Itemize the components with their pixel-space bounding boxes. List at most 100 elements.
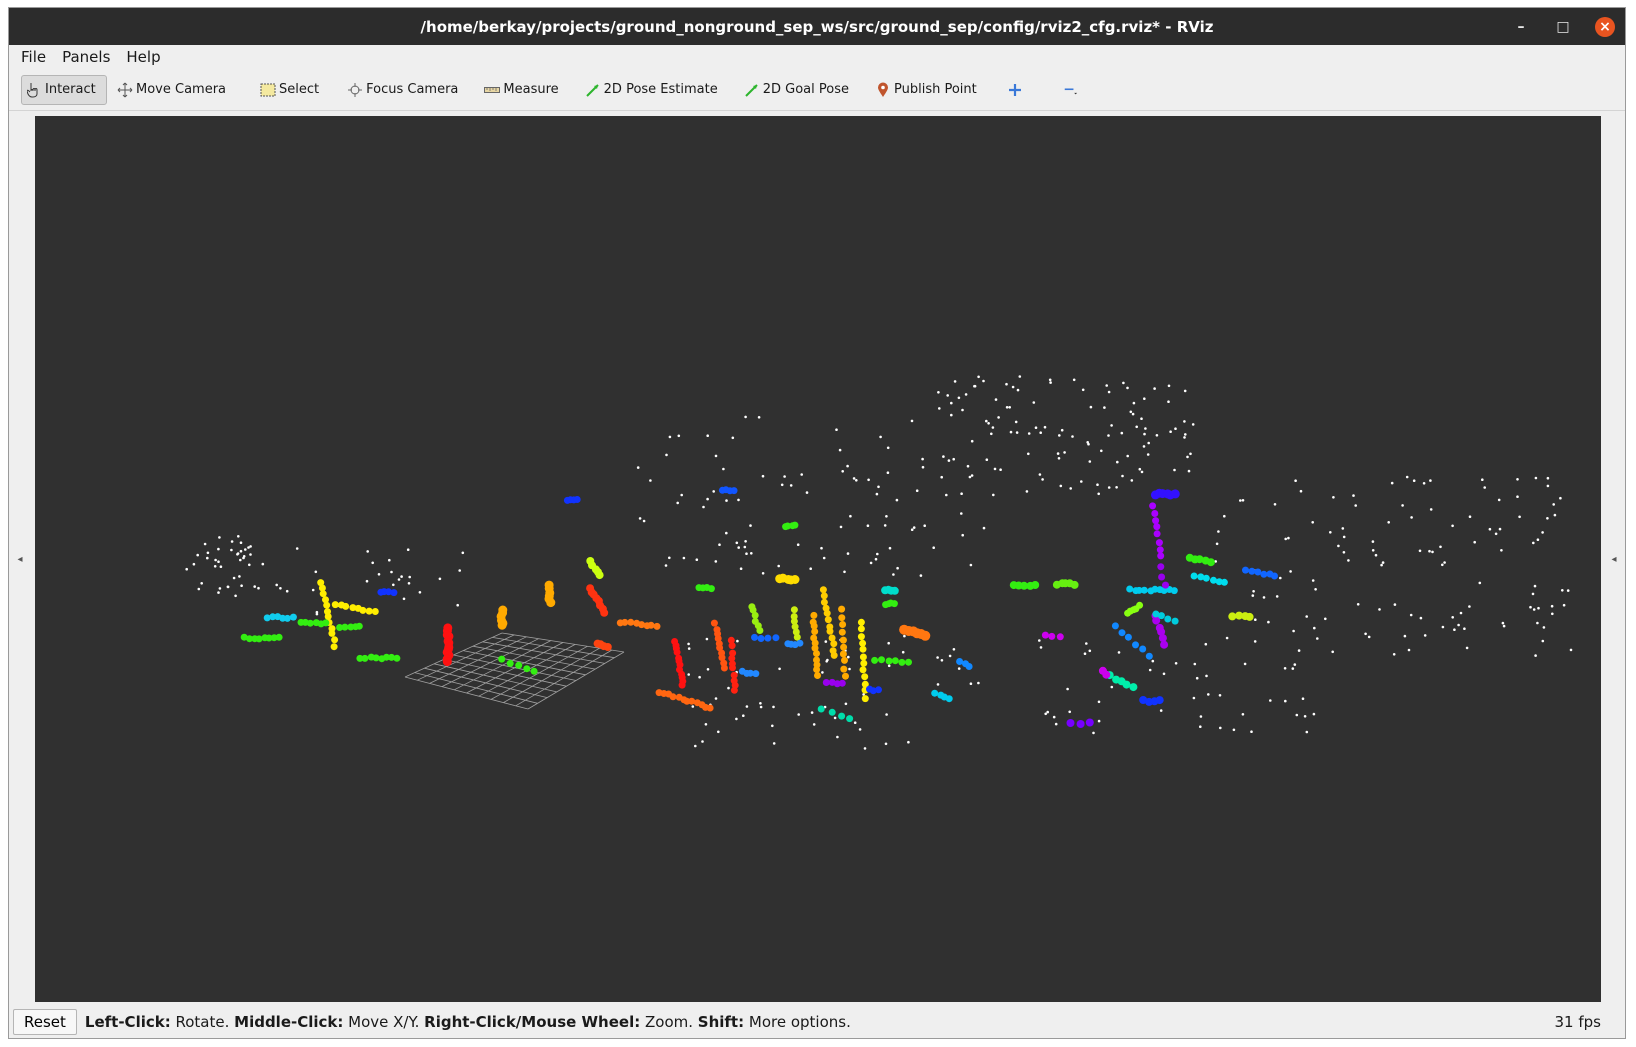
ground-point [1457,623,1460,627]
ground-point [1419,616,1423,620]
publish-point-tool-button[interactable]: Publish Point [871,75,987,105]
ground-point [1011,385,1015,389]
nonground-point [1118,629,1126,637]
ground-point [789,484,793,487]
ground-point [838,448,842,452]
goal-pose-tool-button[interactable]: 2D Goal Pose [740,75,859,105]
ground-point [1215,542,1219,546]
ground-point [1534,476,1538,480]
ground-point [1500,549,1503,552]
ground-point [238,575,241,578]
ground-point [821,671,824,674]
ground-point [1410,516,1413,519]
pose-estimate-tool-button[interactable]: 2D Pose Estimate [581,75,728,105]
ground-point [1027,452,1030,456]
nonground-point [1076,720,1085,728]
add-tool-button[interactable] [993,75,1040,105]
ground-point [1060,428,1064,432]
ground-point [1459,611,1463,615]
ground-point [847,655,850,659]
nonground-point [728,642,736,650]
nonground-point [1158,573,1166,581]
select-tool-button[interactable]: Select [256,75,329,105]
ground-point [1468,515,1472,518]
nonground-point [730,487,738,495]
menu-help[interactable]: Help [126,48,161,66]
ground-point [1219,726,1222,730]
menu-file[interactable]: File [21,48,47,66]
ground-point [844,702,848,706]
nonground-point [885,657,893,665]
ground-point [687,647,691,650]
nonground-point [289,613,297,621]
ground-point [772,742,776,745]
ground-point [706,668,710,671]
nonground-point [1111,622,1119,630]
ground-point [1390,481,1394,485]
ground-point [196,553,199,557]
ground-point [901,650,905,654]
nonground-point [1145,652,1153,660]
ground-point [982,526,986,530]
move-camera-tool-button[interactable]: Move Camera [113,75,236,105]
ground-point [1044,712,1047,716]
remove-tool-button[interactable] [1050,75,1097,105]
ground-point [702,505,705,509]
ground-point [218,536,221,539]
ground-point [875,492,879,496]
nonground-point [1139,645,1147,653]
ground-point [247,546,250,549]
ground-point [237,535,240,538]
ground-point [1218,694,1222,697]
ground-point [744,415,747,419]
maximize-button[interactable]: □ [1556,18,1570,35]
ground-point [1331,650,1334,654]
nonground-point [830,651,838,659]
nonground-point [1020,581,1029,590]
nonground-point [393,654,401,662]
nonground-point [246,635,253,643]
ground-point [743,545,747,549]
ground-point [1063,451,1066,454]
ground-point [1253,640,1257,643]
nonground-point [330,643,338,651]
ground-point [1155,434,1159,437]
ground-point [1269,699,1272,702]
ground-point [1120,431,1124,435]
mouse-hint: Left-Click: Rotate. Middle-Click: Move X… [85,1013,851,1031]
ground-point [1501,621,1505,625]
right-panel-toggle[interactable]: ◂ [1603,114,1625,1004]
ground-point [206,551,210,555]
interact-tool-button[interactable]: Interact [21,74,107,105]
measure-tool-button[interactable]: Measure [480,75,568,105]
ground-point [1167,400,1170,404]
title-bar[interactable]: /home/berkay/projects/ground_nonground_s… [9,8,1625,45]
ground-point [936,683,940,686]
nonground-point [838,628,846,636]
left-panel-toggle[interactable]: ◂ [9,114,31,1004]
nonground-point [728,654,736,662]
ground-point [1287,536,1290,540]
menu-panels[interactable]: Panels [62,48,111,66]
close-button[interactable]: × [1595,16,1615,37]
reset-button[interactable]: Reset [13,1009,77,1035]
nonground-point [875,686,882,694]
ground-point [855,479,858,482]
nonground-point [669,693,677,701]
ground-point [1115,486,1118,489]
ground-point [377,573,381,576]
ground-point [1100,449,1103,453]
ground-point [982,379,985,383]
ground-point [997,416,1000,419]
ground-point [1381,561,1385,564]
nonground-point [869,687,877,695]
3d-render-viewport[interactable] [35,116,1601,1002]
nonground-point [784,522,792,530]
focus-camera-tool-button[interactable]: Focus Camera [343,75,468,105]
minimize-button[interactable]: – [1517,18,1525,35]
nonground-point [497,620,507,630]
nonground-point [653,622,661,630]
nonground-point [839,621,847,628]
nonground-point [1151,510,1159,517]
ground-point [1439,545,1442,549]
